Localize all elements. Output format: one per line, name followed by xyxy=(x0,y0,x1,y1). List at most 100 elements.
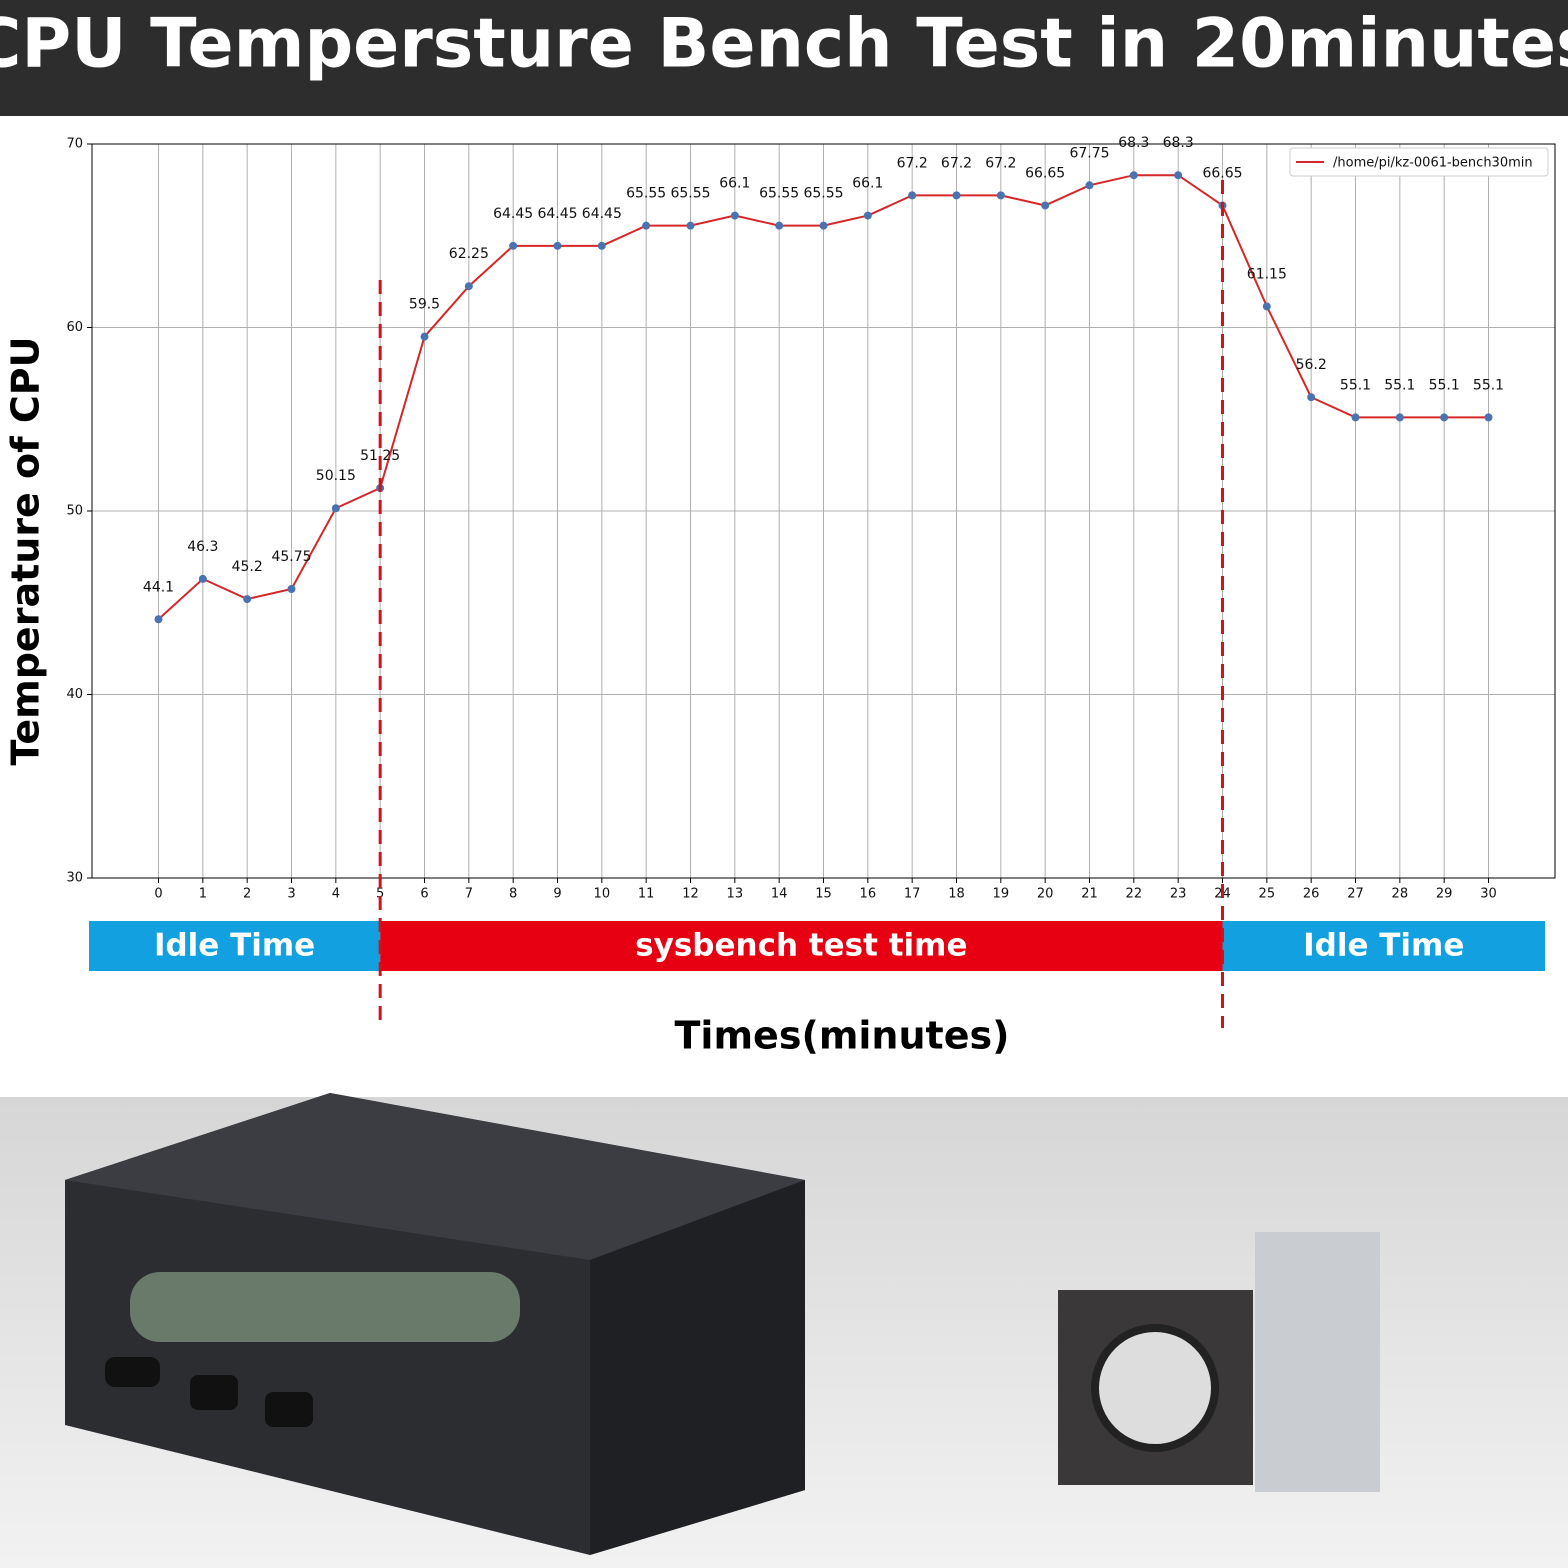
legend-label: /home/pi/kz-0061-bench30min xyxy=(1333,156,1533,171)
data-point xyxy=(553,241,562,250)
data-label: 66.1 xyxy=(719,176,750,192)
y-tick-label: 70 xyxy=(66,137,83,152)
usb-c-port xyxy=(105,1357,160,1387)
x-tick-label: 27 xyxy=(1347,887,1364,902)
x-tick-label: 15 xyxy=(815,887,832,902)
data-label: 65.55 xyxy=(759,186,799,202)
data-point xyxy=(509,241,518,250)
data-label: 67.2 xyxy=(985,155,1016,171)
data-label: 46.3 xyxy=(187,539,218,555)
x-tick-label: 23 xyxy=(1170,887,1187,902)
data-label: 44.1 xyxy=(143,579,174,595)
data-point xyxy=(154,615,163,624)
product-photo xyxy=(0,1093,1568,1568)
data-point xyxy=(642,221,651,230)
data-point xyxy=(464,282,473,291)
data-label: 67.2 xyxy=(897,155,928,171)
data-label: 55.1 xyxy=(1340,377,1371,393)
data-label: 66.65 xyxy=(1025,165,1065,181)
data-point xyxy=(819,221,828,230)
x-tick-label: 18 xyxy=(948,887,965,902)
data-label: 62.25 xyxy=(449,246,489,262)
x-tick-label: 8 xyxy=(509,887,517,902)
x-tick-label: 17 xyxy=(904,887,921,902)
data-label: 66.65 xyxy=(1202,165,1242,181)
data-label: 55.1 xyxy=(1429,377,1460,393)
data-label: 64.45 xyxy=(493,206,533,222)
phase-band xyxy=(1222,921,1545,971)
phase-band xyxy=(89,921,381,971)
data-label: 66.1 xyxy=(852,176,883,192)
data-label: 56.2 xyxy=(1296,357,1327,373)
legend-box xyxy=(1289,147,1549,177)
data-point xyxy=(1262,302,1271,311)
data-label: 55.1 xyxy=(1384,377,1415,393)
phase-label: Idle Time xyxy=(1303,928,1464,964)
data-point xyxy=(287,584,296,593)
data-point xyxy=(597,241,606,250)
y-tick-label: 30 xyxy=(66,871,83,886)
chart-title: CPU Tempersture Bench Test in 20minutes xyxy=(0,5,1568,84)
x-tick-label: 12 xyxy=(682,887,699,902)
fan-blades xyxy=(1091,1324,1219,1452)
data-label: 67.2 xyxy=(941,155,972,171)
data-point xyxy=(996,191,1005,200)
data-label: 45.2 xyxy=(232,559,263,575)
data-label: 68.3 xyxy=(1118,135,1149,151)
y-tick-label: 40 xyxy=(66,687,83,702)
data-label: 55.1 xyxy=(1473,377,1504,393)
data-label: 67.75 xyxy=(1069,145,1109,161)
data-point xyxy=(198,574,207,583)
heatsink xyxy=(1255,1232,1380,1492)
data-label: 65.55 xyxy=(670,186,710,202)
x-tick-label: 11 xyxy=(638,887,655,902)
phase-label: Idle Time xyxy=(154,928,315,964)
data-label: 50.15 xyxy=(316,468,356,484)
data-label: 45.75 xyxy=(271,549,311,565)
x-tick-label: 30 xyxy=(1480,887,1497,902)
x-tick-label: 26 xyxy=(1303,887,1320,902)
data-label: 64.45 xyxy=(537,206,577,222)
data-point xyxy=(863,211,872,220)
data-point xyxy=(686,221,695,230)
x-tick-label: 19 xyxy=(993,887,1010,902)
y-tick-label: 50 xyxy=(66,504,83,519)
x-tick-label: 29 xyxy=(1436,887,1453,902)
x-tick-label: 16 xyxy=(860,887,877,902)
data-label: 65.55 xyxy=(626,186,666,202)
x-axis-label: Times(minutes) xyxy=(675,1014,1010,1058)
data-label: 68.3 xyxy=(1163,135,1194,151)
x-tick-label: 10 xyxy=(594,887,611,902)
phase-label: sysbench test time xyxy=(635,928,967,964)
data-point xyxy=(1484,413,1493,422)
data-point xyxy=(908,191,917,200)
x-tick-label: 9 xyxy=(553,887,561,902)
case-top xyxy=(65,1093,805,1260)
x-tick-label: 13 xyxy=(727,887,744,902)
data-point xyxy=(243,595,252,604)
data-label: 64.45 xyxy=(582,206,622,222)
x-tick-label: 4 xyxy=(332,887,340,902)
data-point xyxy=(952,191,961,200)
case-slot xyxy=(130,1272,520,1342)
x-tick-label: 28 xyxy=(1392,887,1409,902)
title-bar xyxy=(0,0,1568,116)
y-tick-label: 60 xyxy=(66,320,83,335)
hdmi-port xyxy=(265,1392,313,1427)
x-tick-label: 7 xyxy=(465,887,473,902)
data-point xyxy=(1307,393,1316,402)
x-tick-label: 14 xyxy=(771,887,788,902)
data-label: 61.15 xyxy=(1247,266,1287,282)
x-tick-label: 0 xyxy=(154,887,162,902)
data-point xyxy=(1440,413,1449,422)
plot-frame xyxy=(91,143,1556,879)
x-tick-label: 22 xyxy=(1126,887,1143,902)
x-tick-label: 3 xyxy=(287,887,295,902)
x-tick-label: 2 xyxy=(243,887,251,902)
x-tick-label: 21 xyxy=(1081,887,1098,902)
data-point xyxy=(1085,181,1094,190)
data-point xyxy=(1129,171,1138,180)
x-tick-label: 6 xyxy=(420,887,428,902)
